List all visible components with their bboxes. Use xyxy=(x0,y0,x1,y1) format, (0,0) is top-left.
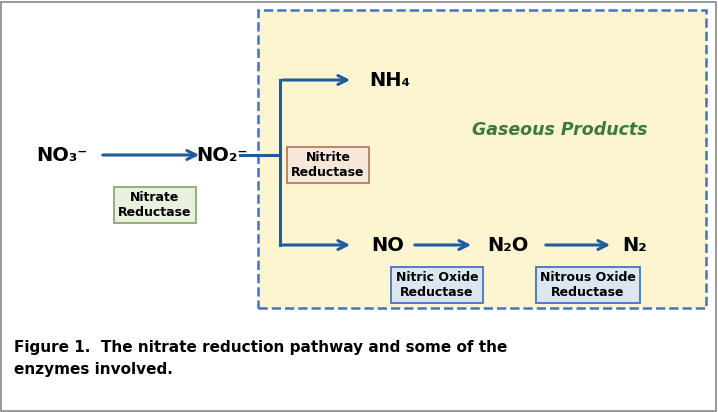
Text: NO₃⁻: NO₃⁻ xyxy=(37,145,88,164)
Bar xyxy=(258,10,706,308)
Text: Nitrous Oxide
Reductase: Nitrous Oxide Reductase xyxy=(540,271,636,299)
Text: Nitric Oxide
Reductase: Nitric Oxide Reductase xyxy=(396,271,478,299)
Text: NH₄: NH₄ xyxy=(370,70,411,89)
Text: Nitrate
Reductase: Nitrate Reductase xyxy=(118,191,192,219)
Text: Nitrite
Reductase: Nitrite Reductase xyxy=(292,151,365,179)
Text: Figure 1.  The nitrate reduction pathway and some of the
enzymes involved.: Figure 1. The nitrate reduction pathway … xyxy=(14,340,508,377)
Text: NO: NO xyxy=(371,236,404,255)
Text: NO₂⁻: NO₂⁻ xyxy=(196,145,248,164)
Text: Gaseous Products: Gaseous Products xyxy=(472,121,648,139)
Text: N₂: N₂ xyxy=(623,236,648,255)
Text: N₂O: N₂O xyxy=(488,236,528,255)
